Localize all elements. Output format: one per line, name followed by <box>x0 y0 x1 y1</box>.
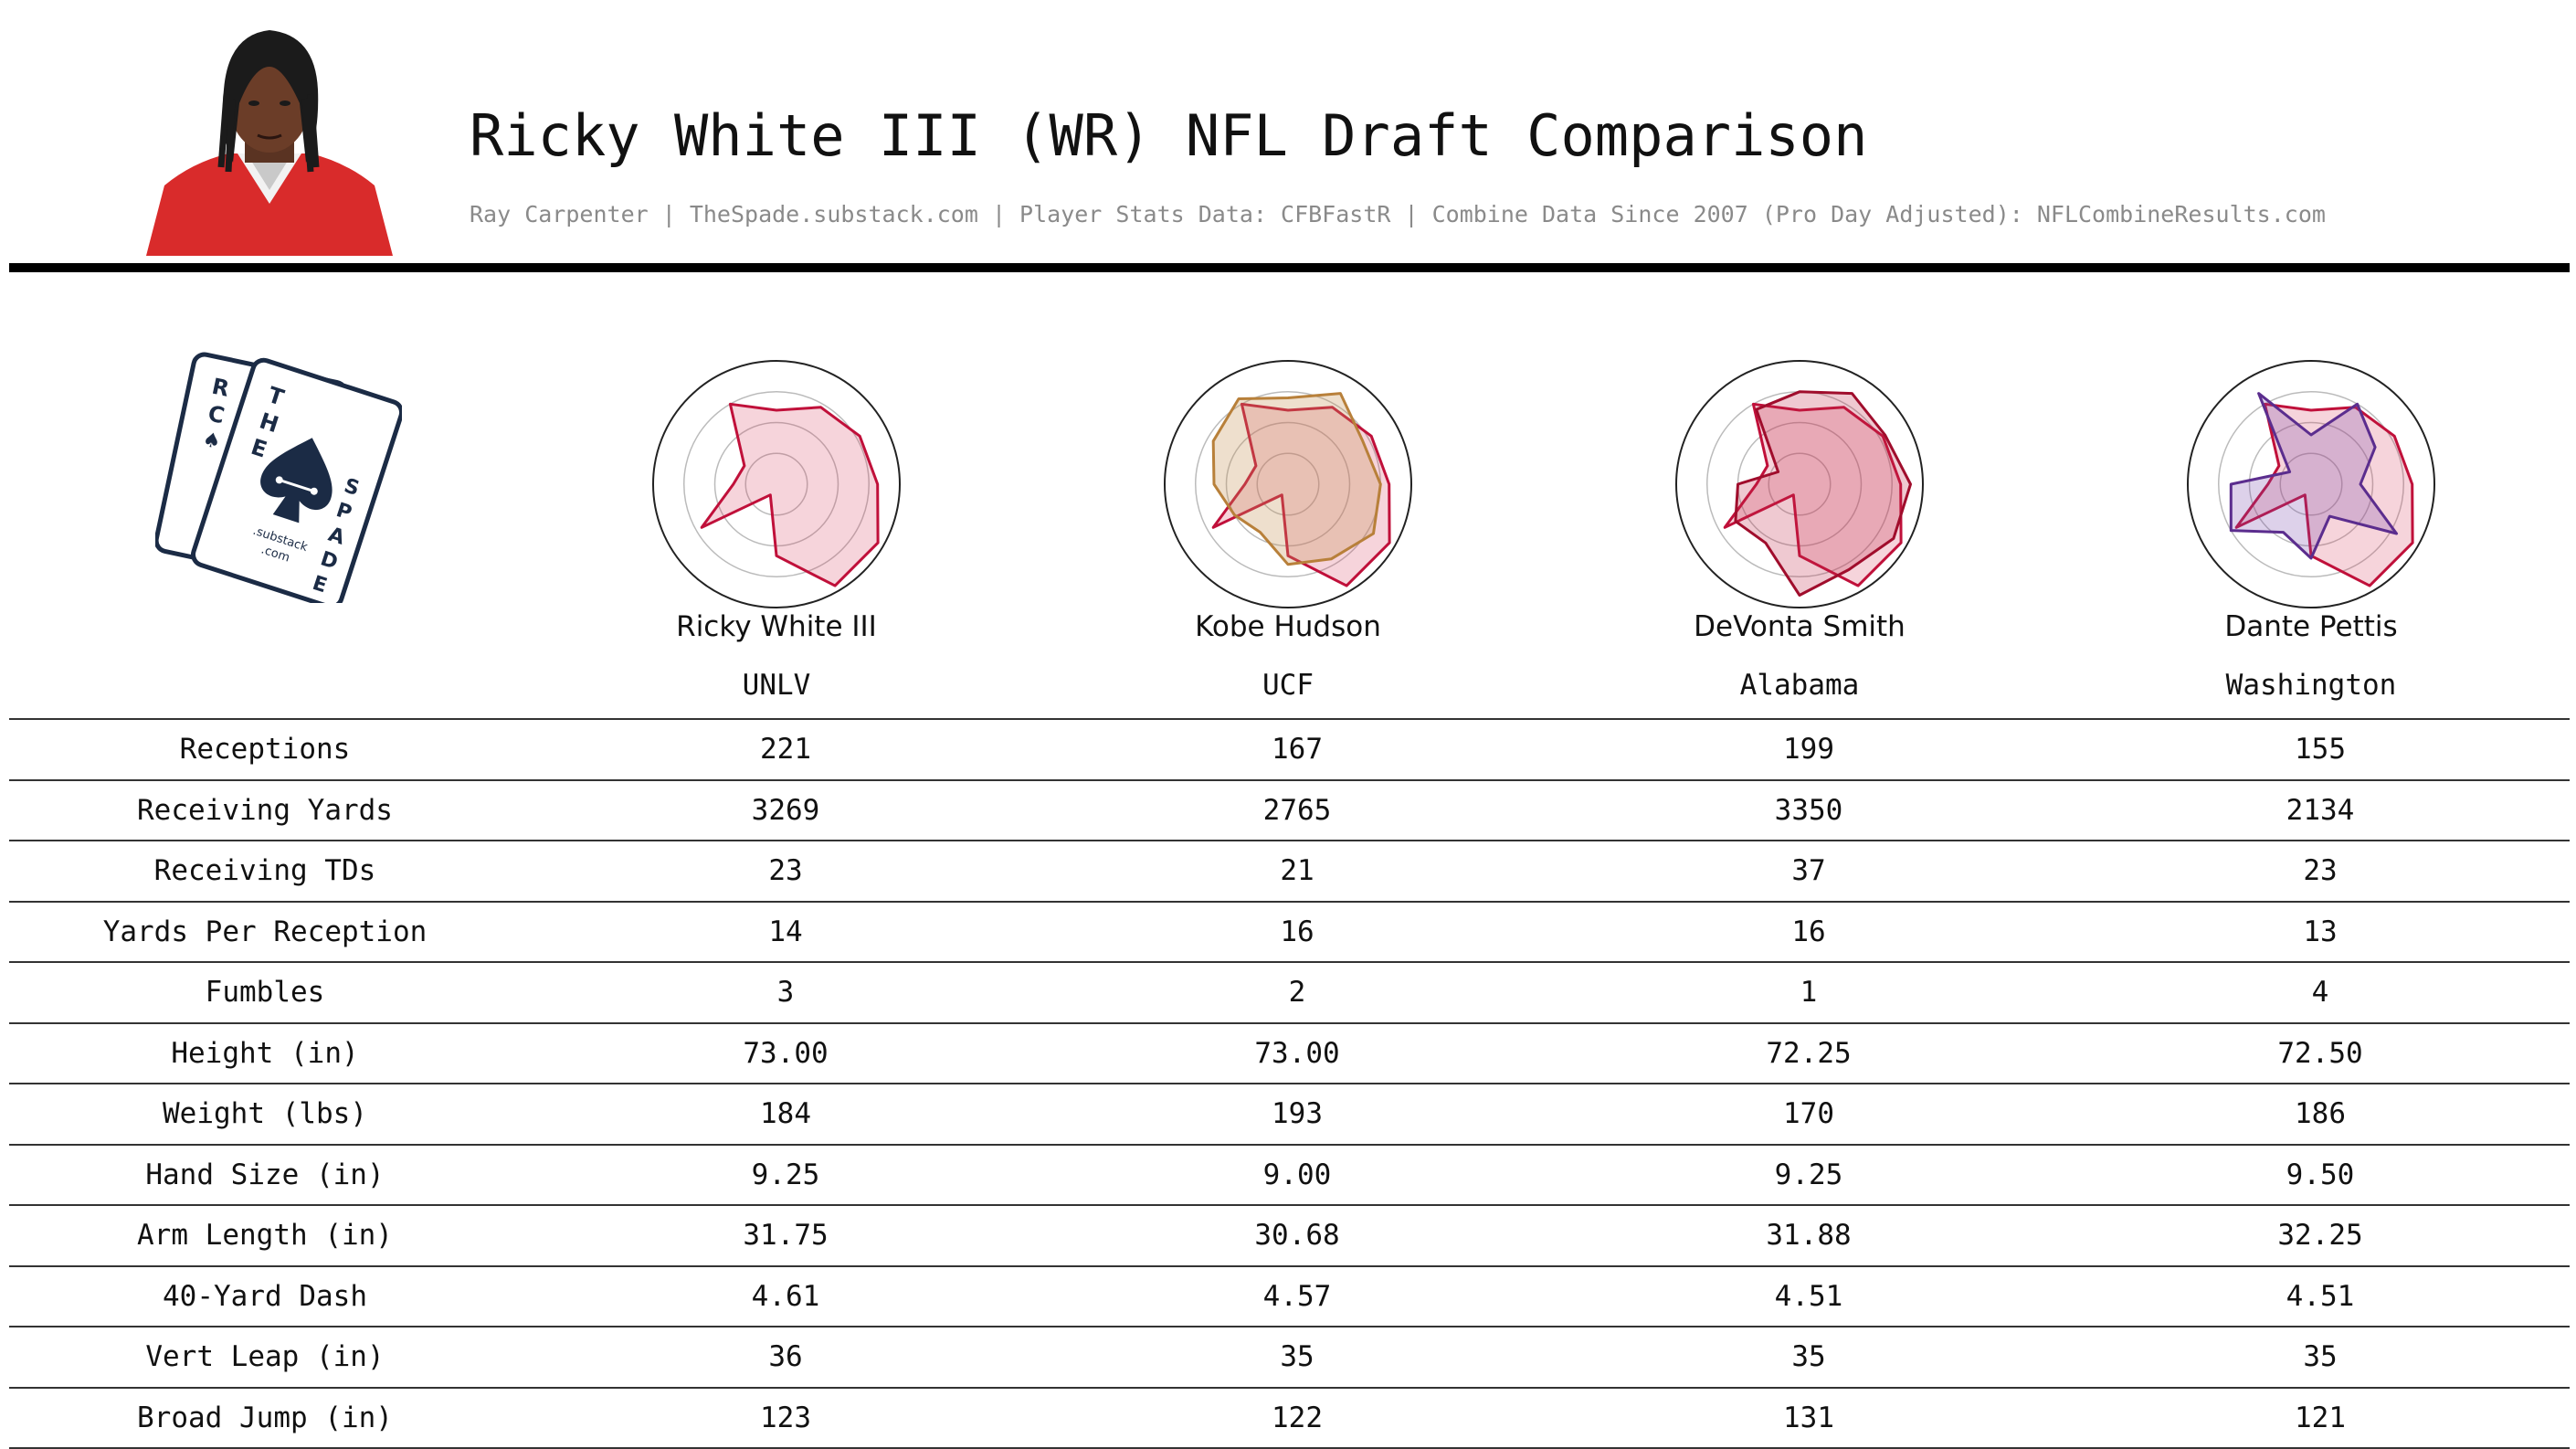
stat-value: 199 <box>1599 720 2019 779</box>
page-subtitle: Ray Carpenter | TheSpade.substack.com | … <box>470 201 2326 227</box>
player-school: UNLV <box>566 669 987 702</box>
stat-value: 4 <box>2110 963 2530 1022</box>
stat-value: 131 <box>1599 1389 2019 1448</box>
stat-value: 4.51 <box>1599 1267 2019 1327</box>
stat-value: 4.51 <box>2110 1267 2530 1327</box>
table-row: Fumbles 3 2 1 4 <box>9 961 2570 1022</box>
stat-label: Receptions <box>9 720 521 779</box>
stat-value: 155 <box>2110 720 2530 779</box>
player-name: Kobe Hudson <box>1078 610 1498 643</box>
player-name: DeVonta Smith <box>1589 610 2010 643</box>
table-row: Receptions 221 167 199 155 <box>9 718 2570 779</box>
table-row: Hand Size (in) 9.25 9.00 9.25 9.50 <box>9 1144 2570 1205</box>
stat-label: Fumbles <box>9 963 521 1022</box>
stat-value: 123 <box>575 1389 996 1448</box>
stat-value: 36 <box>575 1327 996 1387</box>
stat-value: 31.75 <box>575 1206 996 1265</box>
stat-value: 9.25 <box>1599 1146 2019 1205</box>
stat-value: 121 <box>2110 1389 2530 1448</box>
table-row: Weight (lbs) 184 193 170 186 <box>9 1083 2570 1144</box>
table-row: 40-Yard Dash 4.61 4.57 4.51 4.51 <box>9 1265 2570 1327</box>
stat-value: 23 <box>575 841 996 901</box>
stat-value: 35 <box>1599 1327 2019 1387</box>
stat-value: 1 <box>1599 963 2019 1022</box>
table-row: Broad Jump (in) 123 122 131 121 <box>9 1387 2570 1449</box>
stat-value: 4.57 <box>1087 1267 1507 1327</box>
stat-value: 35 <box>1087 1327 1507 1387</box>
stat-value: 122 <box>1087 1389 1507 1448</box>
stat-value: 184 <box>575 1084 996 1144</box>
player-school: UCF <box>1078 669 1498 702</box>
stat-value: 73.00 <box>575 1024 996 1084</box>
stat-value: 167 <box>1087 720 1507 779</box>
stat-value: 35 <box>2110 1327 2530 1387</box>
stat-value: 3 <box>575 963 996 1022</box>
player-name: Ricky White III <box>566 610 987 643</box>
stat-value: 2765 <box>1087 781 1507 841</box>
stat-value: 16 <box>1087 903 1507 962</box>
stat-value: 2 <box>1087 963 1507 1022</box>
the-spade-logo: R C ♠ T H E S P A D E .substack .com <box>155 347 402 603</box>
stat-label: Receiving TDs <box>9 841 521 901</box>
stat-value: 13 <box>2110 903 2530 962</box>
stat-value: 2134 <box>2110 781 2530 841</box>
table-row: Receiving TDs 23 21 37 23 <box>9 840 2570 901</box>
player-headshot <box>137 16 402 256</box>
stat-value: 3350 <box>1599 781 2019 841</box>
table-row: Receiving Yards 3269 2765 3350 2134 <box>9 779 2570 841</box>
radar-chart-4 <box>2174 347 2448 621</box>
radar-chart-3 <box>1663 347 1937 621</box>
stat-value: 32.25 <box>2110 1206 2530 1265</box>
stat-value: 9.50 <box>2110 1146 2530 1205</box>
player-school: Washington <box>2101 669 2521 702</box>
stat-value: 9.00 <box>1087 1146 1507 1205</box>
player-name: Dante Pettis <box>2101 610 2521 643</box>
radar-chart-1 <box>639 347 913 621</box>
stat-label: Hand Size (in) <box>9 1146 521 1205</box>
stat-value: 16 <box>1599 903 2019 962</box>
stat-value: 9.25 <box>575 1146 996 1205</box>
stat-label: Receiving Yards <box>9 781 521 841</box>
stat-value: 186 <box>2110 1084 2530 1144</box>
table-row: Height (in) 73.00 73.00 72.25 72.50 <box>9 1022 2570 1084</box>
table-row: Arm Length (in) 31.75 30.68 31.88 32.25 <box>9 1204 2570 1265</box>
stat-label: Yards Per Reception <box>9 903 521 962</box>
page-title: Ricky White III (WR) NFL Draft Compariso… <box>470 102 1867 169</box>
stat-value: 31.88 <box>1599 1206 2019 1265</box>
radar-series-comparison <box>1736 392 1911 596</box>
stat-value: 14 <box>575 903 996 962</box>
stat-value: 4.61 <box>575 1267 996 1327</box>
stat-label: Vert Leap (in) <box>9 1327 521 1387</box>
stat-value: 170 <box>1599 1084 2019 1144</box>
stat-value: 72.25 <box>1599 1024 2019 1084</box>
table-row: Vert Leap (in) 36 35 35 35 <box>9 1326 2570 1387</box>
stats-table: Receptions 221 167 199 155 Receiving Yar… <box>9 718 2570 1449</box>
stat-value: 30.68 <box>1087 1206 1507 1265</box>
player-school: Alabama <box>1589 669 2010 702</box>
stat-value: 23 <box>2110 841 2530 901</box>
stat-value: 72.50 <box>2110 1024 2530 1084</box>
stat-value: 21 <box>1087 841 1507 901</box>
radar-series-comparison <box>1213 394 1380 565</box>
radar-series-primary <box>702 404 878 586</box>
stat-value: 193 <box>1087 1084 1507 1144</box>
stat-value: 73.00 <box>1087 1024 1507 1084</box>
stat-value: 37 <box>1599 841 2019 901</box>
stat-label: Broad Jump (in) <box>9 1389 521 1448</box>
table-row: Yards Per Reception 14 16 16 13 <box>9 901 2570 962</box>
stat-value: 221 <box>575 720 996 779</box>
stat-label: 40-Yard Dash <box>9 1267 521 1327</box>
stat-label: Arm Length (in) <box>9 1206 521 1265</box>
stat-value: 3269 <box>575 781 996 841</box>
radar-chart-2 <box>1151 347 1425 621</box>
stat-label: Weight (lbs) <box>9 1084 521 1144</box>
header-divider <box>9 263 2570 272</box>
stat-label: Height (in) <box>9 1024 521 1084</box>
